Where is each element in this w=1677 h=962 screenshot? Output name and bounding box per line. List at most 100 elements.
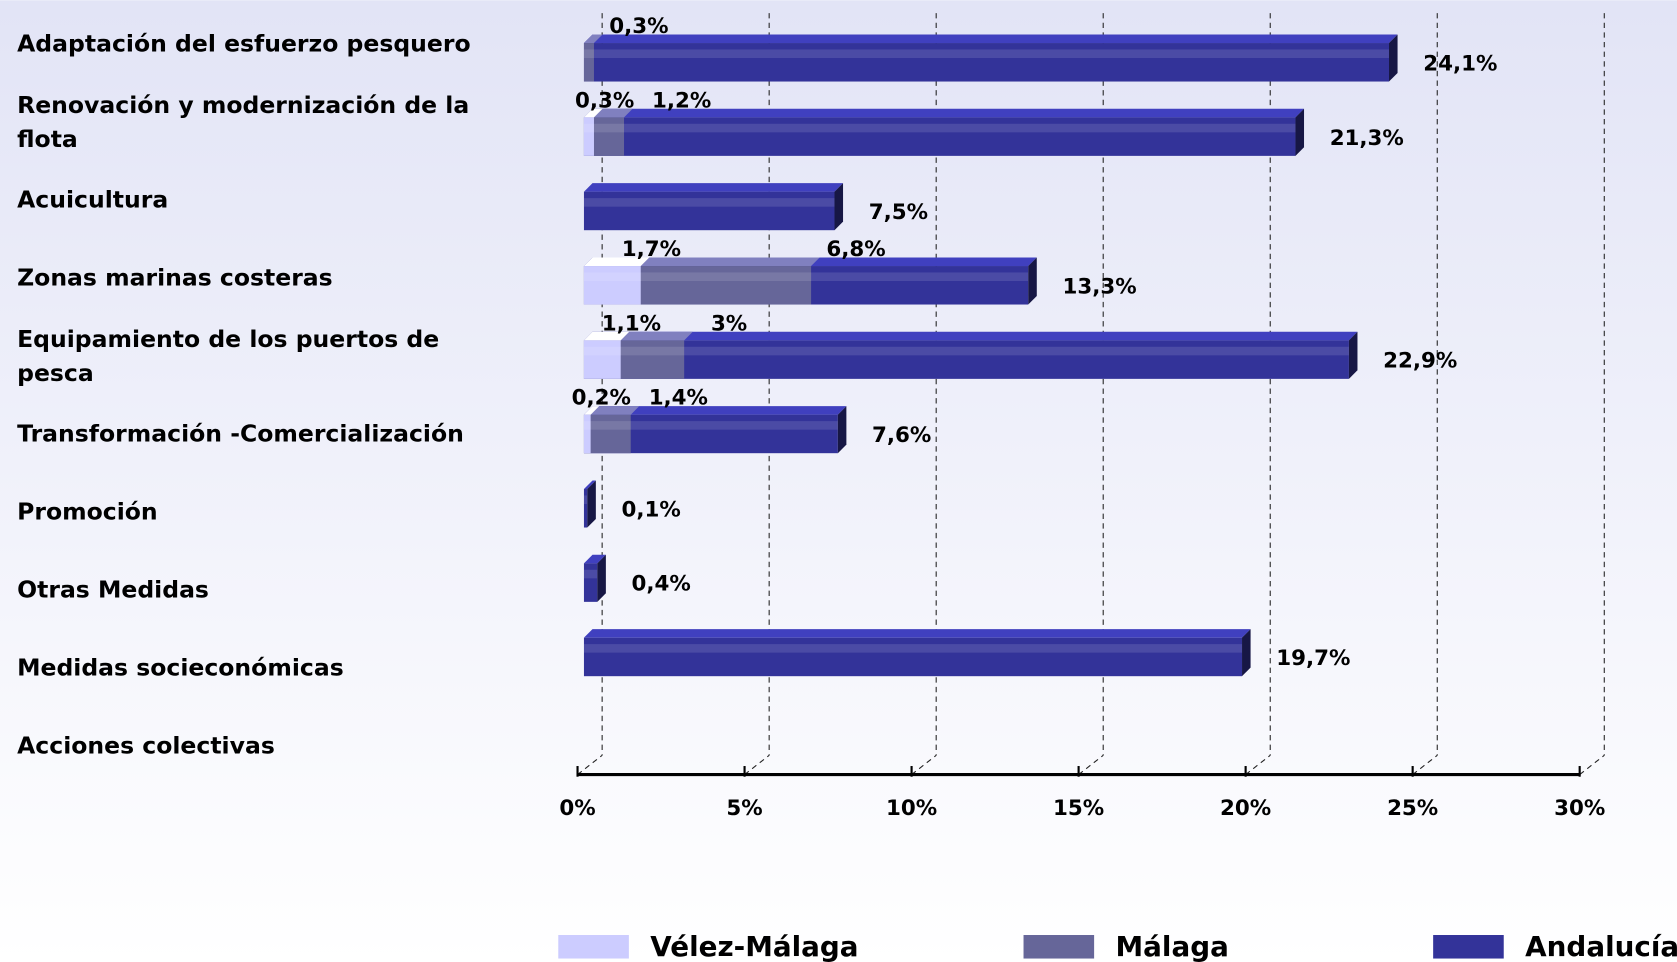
bar-top	[583, 629, 1251, 638]
legend-swatch	[558, 935, 629, 959]
x-tick-label: 5%	[726, 796, 762, 821]
bar-top	[583, 34, 603, 44]
bar-top	[583, 257, 650, 267]
value-label: 19,7%	[1276, 646, 1350, 671]
bar-end	[1389, 34, 1398, 82]
bar-end	[597, 554, 606, 602]
value-label: 0,2%	[572, 386, 631, 411]
bar-highlight	[583, 49, 1390, 59]
legend-label: Málaga	[1116, 930, 1229, 962]
value-label: 7,6%	[872, 423, 931, 448]
value-label: 1,2%	[652, 88, 711, 113]
category-label: Adaptación del esfuerzo pesquero	[17, 30, 471, 58]
bar	[583, 117, 1296, 156]
x-tick-label: 15%	[1053, 796, 1104, 821]
bar	[583, 43, 1390, 82]
value-label: 13,3%	[1062, 274, 1136, 299]
bar-end	[837, 406, 847, 454]
bar-top	[583, 406, 847, 415]
value-label: 0,4%	[632, 572, 691, 597]
bar-highlight	[583, 495, 588, 504]
bar	[583, 117, 594, 156]
legend-label: Andalucía	[1525, 930, 1677, 962]
category-label: Promoción	[17, 497, 158, 525]
x-tick-label: 20%	[1220, 796, 1271, 821]
bar-top	[583, 108, 1305, 118]
bar-top	[583, 108, 603, 118]
bar-top	[583, 183, 844, 192]
value-label: 1,4%	[649, 386, 708, 411]
bar-top	[583, 406, 600, 415]
bar-end	[1242, 629, 1251, 677]
grid-floor	[911, 754, 937, 776]
bar-highlight	[583, 644, 1243, 653]
bar-end	[1295, 108, 1305, 156]
bar-highlight	[583, 421, 631, 430]
bar-top	[583, 406, 640, 415]
legend-swatch	[1433, 935, 1504, 959]
legend-label: Vélez-Málaga	[650, 930, 858, 962]
bar	[583, 43, 594, 82]
bar-highlight	[583, 346, 685, 356]
value-label: 3%	[711, 311, 747, 336]
bar-top	[583, 34, 1398, 44]
bar	[583, 340, 1349, 379]
bar	[583, 489, 588, 528]
bar	[583, 191, 835, 231]
grid-floor	[577, 754, 603, 776]
category-label: Zonas marinas costeras	[17, 264, 333, 292]
value-label: 0,1%	[622, 497, 681, 522]
bar	[583, 340, 621, 379]
x-tick-label: 25%	[1387, 796, 1438, 821]
grid-floor	[1078, 754, 1104, 776]
bar	[583, 266, 641, 305]
bar-top	[583, 554, 606, 564]
grid-floor	[744, 754, 770, 776]
bar-highlight	[583, 569, 598, 579]
value-label: 6,8%	[826, 237, 885, 262]
bar	[583, 414, 631, 454]
category-label: Renovación y modernización de la flota	[17, 91, 477, 153]
bar-highlight	[583, 421, 591, 430]
grid-floor	[1412, 754, 1438, 776]
x-tick-label: 10%	[886, 796, 937, 821]
bar-highlight	[583, 272, 641, 282]
bar-end	[1348, 331, 1358, 379]
value-label: 1,1%	[602, 311, 661, 336]
bar-top	[583, 480, 596, 490]
x-tick-label: 30%	[1554, 796, 1605, 821]
value-label: 21,3%	[1330, 126, 1404, 151]
value-label: 7,5%	[869, 200, 928, 225]
value-label: 24,1%	[1423, 51, 1497, 76]
category-label: Transformación -Comercialización	[17, 420, 464, 448]
bar-highlight	[583, 272, 812, 282]
bar	[583, 563, 598, 602]
category-label: Equipamiento de los puertos de pesca	[17, 324, 447, 386]
value-label: 0,3%	[575, 88, 634, 113]
value-label: 0,3%	[609, 14, 668, 39]
bar-highlight	[583, 123, 1296, 133]
bar-highlight	[583, 346, 621, 356]
bar	[583, 637, 1243, 677]
bar-highlight	[583, 346, 1349, 356]
bar-end	[1028, 257, 1037, 305]
grid-floor	[1579, 754, 1605, 776]
bar-highlight	[583, 123, 625, 133]
bar-highlight	[583, 198, 835, 207]
bar-top	[583, 331, 630, 341]
category-label: Acciones colectivas	[17, 731, 275, 759]
x-tick-label: 0%	[559, 796, 595, 821]
category-label: Medidas socieconómicas	[17, 653, 344, 681]
category-label: Acuicultura	[17, 186, 168, 214]
legend-swatch	[1023, 935, 1095, 959]
bar-end	[834, 183, 844, 231]
value-label: 1,7%	[622, 237, 681, 262]
bar	[583, 414, 591, 454]
bar-highlight	[583, 421, 838, 430]
category-label: Otras Medidas	[17, 575, 209, 603]
bar-highlight	[583, 49, 594, 59]
value-label: 22,9%	[1383, 349, 1457, 374]
bar-end	[587, 480, 596, 528]
